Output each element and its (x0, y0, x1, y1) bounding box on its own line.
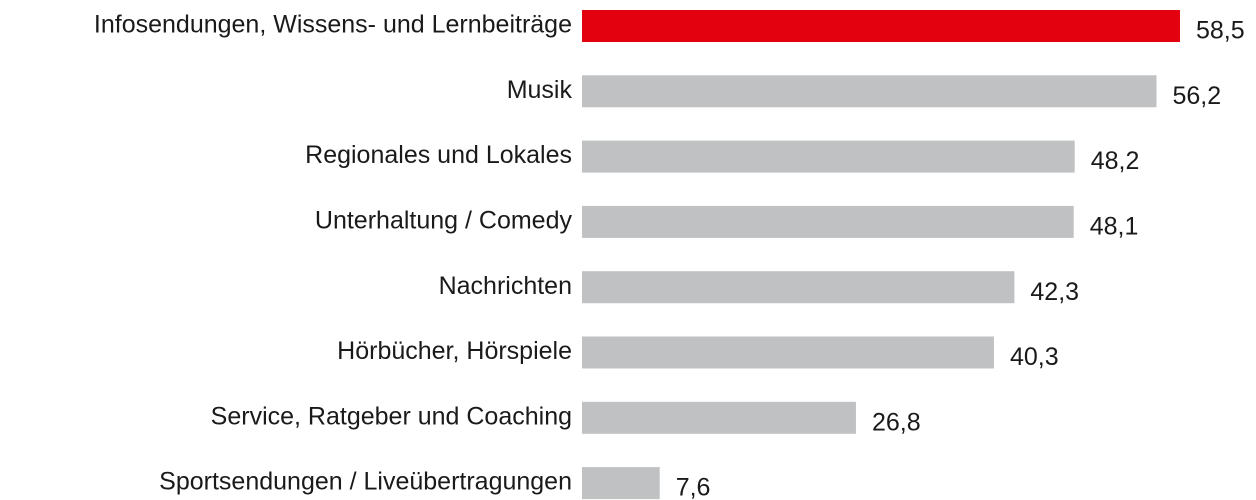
bar (582, 205, 1074, 238)
value-label: 48,1 (1090, 213, 1139, 241)
bar (582, 271, 1015, 304)
value-label: 58,5 (1196, 17, 1245, 45)
category-label: Sportsendungen / Liveübertragungen (159, 468, 572, 496)
bar (582, 336, 994, 369)
value-label: 48,2 (1091, 147, 1140, 175)
value-label: 42,3 (1030, 278, 1079, 306)
category-label: Nachrichten (439, 272, 572, 300)
bar (582, 401, 856, 434)
category-label: Infosendungen, Wissens- und Lernbeiträge (94, 11, 572, 39)
bar (582, 75, 1157, 108)
value-label: 26,8 (872, 408, 921, 436)
value-label: 7,6 (676, 474, 711, 500)
bar (582, 10, 1180, 42)
value-label: 40,3 (1010, 343, 1059, 371)
category-label: Regionales und Lokales (305, 141, 572, 169)
bar (582, 140, 1075, 173)
category-label: Unterhaltung / Comedy (315, 207, 573, 235)
category-label: Hörbücher, Hörspiele (337, 337, 572, 365)
category-label: Musik (507, 76, 573, 104)
category-label: Service, Ratgeber und Coaching (211, 402, 572, 430)
bar (582, 467, 660, 500)
value-label: 56,2 (1172, 82, 1221, 110)
